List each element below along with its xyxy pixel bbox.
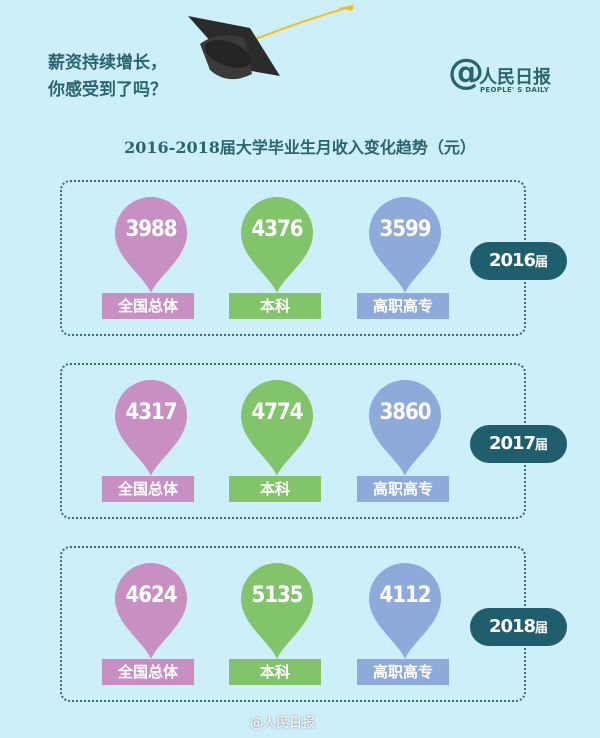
slogan-line-1: 薪资持续增长， xyxy=(48,53,167,73)
watermark: @人民日报 xyxy=(250,716,316,731)
salary-value: 4774 xyxy=(251,400,303,425)
peoples-daily-logo: @ 人民日报 PEOPLE' S DAILY xyxy=(448,52,551,94)
cohort-2017: 4317 全国总体 4774 本科 3860 高职高专 2017届 xyxy=(60,363,567,519)
pin-marker: 3599 xyxy=(368,196,442,294)
category-label: 全国总体 xyxy=(102,476,194,502)
category-label: 高职高专 xyxy=(357,293,449,319)
category-label: 全国总体 xyxy=(102,293,194,319)
page-title: 2016-2018届大学毕业生月收入变化趋势（元） xyxy=(124,138,476,157)
salary-value: 3599 xyxy=(379,217,431,242)
cohort-2018: 4624 全国总体 5135 本科 4112 高职高专 2018届 xyxy=(60,546,567,702)
at-icon: @ xyxy=(448,52,484,93)
category-label: 本科 xyxy=(229,476,321,502)
year-badge: 2016届 xyxy=(470,242,567,280)
pin-marker: 4112 xyxy=(368,562,442,660)
category-label: 高职高专 xyxy=(357,659,449,685)
salary-value: 4317 xyxy=(125,400,177,425)
pin-marker: 4376 xyxy=(240,196,314,294)
category-label: 高职高专 xyxy=(357,476,449,502)
category-label: 本科 xyxy=(229,659,321,685)
pin-marker: 5135 xyxy=(240,562,314,660)
salary-value: 4112 xyxy=(379,583,431,608)
year-badge: 2017届 xyxy=(470,425,567,463)
cohort-2016: 3988 全国总体 4376 本科 3599 高职高专 2016届 xyxy=(60,180,567,336)
salary-value: 3988 xyxy=(125,217,177,242)
pin-marker: 4774 xyxy=(240,379,314,477)
slogan-line-2: 你感受到了吗？ xyxy=(48,80,167,100)
category-label: 全国总体 xyxy=(102,659,194,685)
pin-marker: 4317 xyxy=(114,379,188,477)
category-label: 本科 xyxy=(229,293,321,319)
year-badge: 2018届 xyxy=(470,608,567,646)
graduation-cap-icon xyxy=(188,5,354,80)
salary-value: 4624 xyxy=(125,583,177,608)
pin-marker: 4624 xyxy=(114,562,188,660)
pin-marker: 3988 xyxy=(114,196,188,294)
salary-value: 3860 xyxy=(379,400,431,425)
pin-marker: 3860 xyxy=(368,379,442,477)
slogan: 薪资持续增长， 你感受到了吗？ xyxy=(48,50,167,104)
salary-value: 4376 xyxy=(251,217,303,242)
salary-value: 5135 xyxy=(251,583,303,608)
